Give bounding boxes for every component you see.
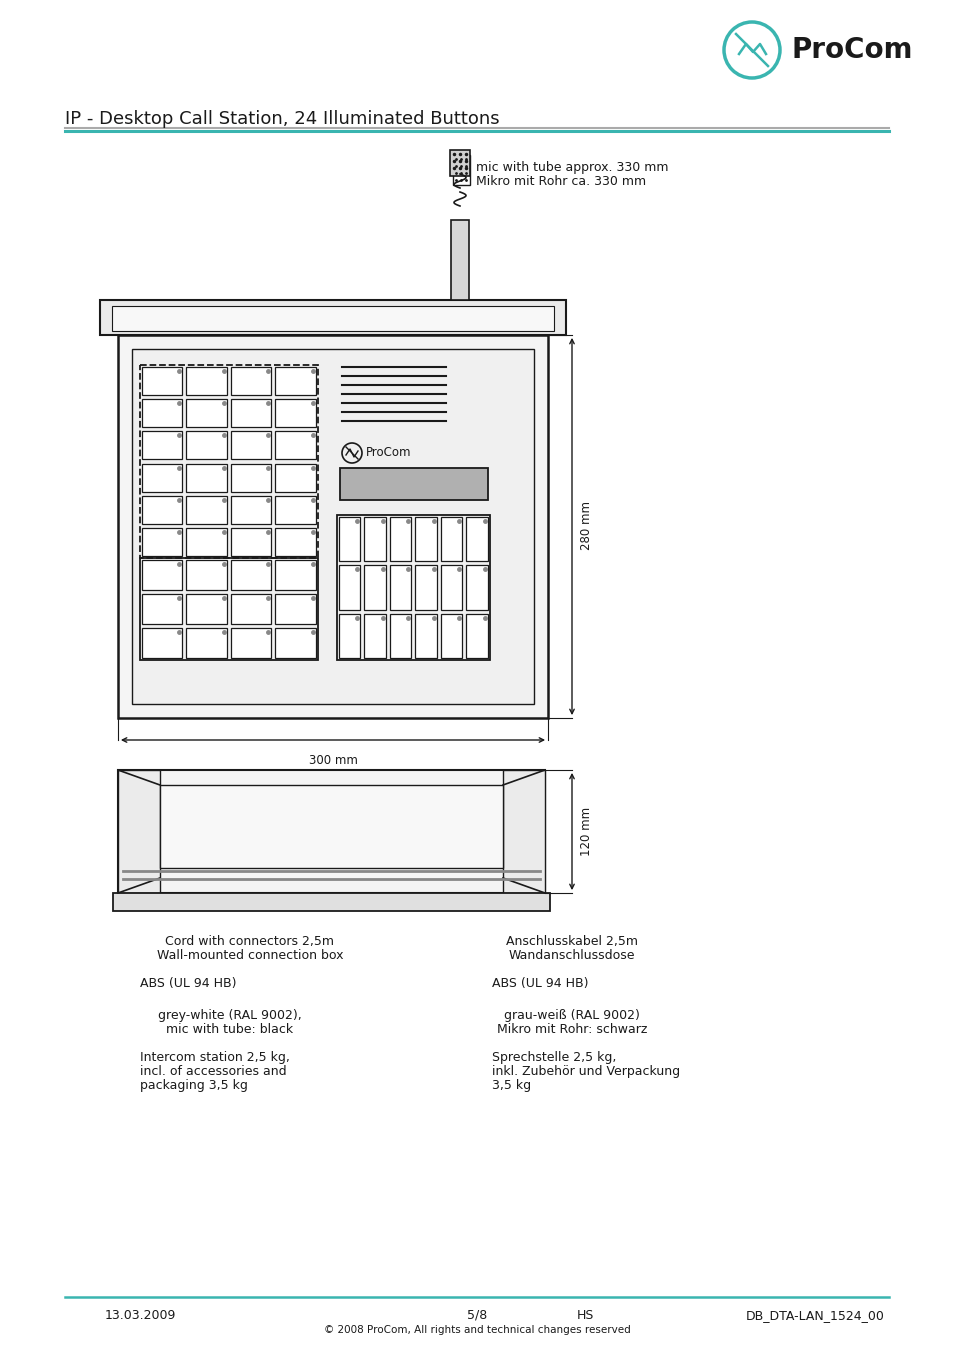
- Bar: [336, 515, 490, 661]
- Bar: [231, 463, 272, 492]
- Text: HS: HS: [576, 1309, 593, 1323]
- Bar: [231, 594, 272, 624]
- Bar: [142, 528, 182, 557]
- Bar: [416, 565, 436, 609]
- Bar: [275, 496, 315, 524]
- Bar: [275, 367, 315, 394]
- Bar: [142, 431, 182, 459]
- Bar: [450, 150, 470, 176]
- Text: ProCom: ProCom: [791, 36, 913, 63]
- Bar: [440, 565, 462, 609]
- Bar: [338, 565, 360, 609]
- Bar: [275, 399, 315, 427]
- Text: IP - Desktop Call Station, 24 Illuminated Buttons: IP - Desktop Call Station, 24 Illuminate…: [65, 109, 499, 128]
- Bar: [186, 463, 227, 492]
- Text: Cord with connectors 2,5m: Cord with connectors 2,5m: [165, 935, 335, 948]
- Bar: [339, 467, 488, 500]
- Text: Sprechstelle 2,5 kg,: Sprechstelle 2,5 kg,: [492, 1051, 616, 1065]
- Bar: [186, 431, 227, 459]
- Bar: [390, 613, 411, 658]
- Bar: [140, 365, 317, 558]
- Bar: [142, 561, 182, 590]
- Bar: [231, 367, 272, 394]
- Bar: [118, 770, 160, 893]
- Text: mic with tube: black: mic with tube: black: [166, 1023, 294, 1036]
- Bar: [231, 528, 272, 557]
- Bar: [231, 628, 272, 658]
- Bar: [453, 155, 470, 185]
- Bar: [186, 628, 227, 658]
- Bar: [466, 565, 488, 609]
- Text: ABS (UL 94 HB): ABS (UL 94 HB): [140, 977, 236, 990]
- Text: ABS (UL 94 HB): ABS (UL 94 HB): [492, 977, 588, 990]
- Bar: [440, 613, 462, 658]
- Bar: [390, 517, 411, 561]
- Bar: [440, 517, 462, 561]
- Bar: [142, 463, 182, 492]
- Bar: [118, 335, 547, 717]
- Bar: [364, 565, 386, 609]
- Bar: [186, 399, 227, 427]
- Text: Intercom station 2,5 kg,: Intercom station 2,5 kg,: [140, 1051, 290, 1065]
- Bar: [416, 517, 436, 561]
- Bar: [142, 594, 182, 624]
- Bar: [231, 561, 272, 590]
- Bar: [118, 770, 544, 893]
- Bar: [231, 496, 272, 524]
- Text: Wall-mounted connection box: Wall-mounted connection box: [156, 948, 343, 962]
- Bar: [112, 893, 550, 911]
- Text: packaging 3,5 kg: packaging 3,5 kg: [140, 1079, 248, 1092]
- Bar: [142, 496, 182, 524]
- Bar: [112, 305, 554, 331]
- Bar: [364, 613, 386, 658]
- Text: 120 mm: 120 mm: [579, 807, 593, 855]
- Bar: [186, 496, 227, 524]
- Text: grau-weiß (RAL 9002): grau-weiß (RAL 9002): [503, 1009, 639, 1021]
- Text: 13.03.2009: 13.03.2009: [105, 1309, 176, 1323]
- Text: Wandanschlussdose: Wandanschlussdose: [508, 948, 635, 962]
- Bar: [231, 431, 272, 459]
- Bar: [364, 517, 386, 561]
- Text: Mikro mit Rohr: schwarz: Mikro mit Rohr: schwarz: [497, 1023, 646, 1036]
- Bar: [275, 594, 315, 624]
- Bar: [160, 785, 502, 867]
- Bar: [466, 613, 488, 658]
- Bar: [186, 528, 227, 557]
- Bar: [142, 399, 182, 427]
- Text: inkl. Zubehör und Verpackung: inkl. Zubehör und Verpackung: [492, 1065, 679, 1078]
- Text: ProCom: ProCom: [366, 446, 411, 459]
- Text: 5/8: 5/8: [466, 1309, 487, 1323]
- Text: 280 mm: 280 mm: [579, 501, 593, 550]
- Bar: [132, 349, 534, 704]
- Text: Mikro mit Rohr ca. 330 mm: Mikro mit Rohr ca. 330 mm: [476, 176, 645, 188]
- Bar: [142, 367, 182, 394]
- Bar: [338, 613, 360, 658]
- Text: grey-white (RAL 9002),: grey-white (RAL 9002),: [158, 1009, 301, 1021]
- Bar: [466, 517, 488, 561]
- Bar: [275, 431, 315, 459]
- Bar: [186, 561, 227, 590]
- Bar: [275, 561, 315, 590]
- Bar: [100, 300, 565, 335]
- Text: DB_DTA-LAN_1524_00: DB_DTA-LAN_1524_00: [745, 1309, 884, 1323]
- Bar: [142, 628, 182, 658]
- Bar: [502, 770, 544, 893]
- Text: mic with tube approx. 330 mm: mic with tube approx. 330 mm: [476, 161, 668, 174]
- Bar: [186, 367, 227, 394]
- Bar: [275, 628, 315, 658]
- Text: 300 mm: 300 mm: [308, 754, 357, 767]
- Bar: [338, 517, 360, 561]
- Bar: [390, 565, 411, 609]
- Text: incl. of accessories and: incl. of accessories and: [140, 1065, 286, 1078]
- Bar: [451, 220, 469, 300]
- Text: Anschlusskabel 2,5m: Anschlusskabel 2,5m: [505, 935, 638, 948]
- Bar: [416, 613, 436, 658]
- Bar: [275, 528, 315, 557]
- Text: 3,5 kg: 3,5 kg: [492, 1079, 531, 1092]
- Bar: [140, 558, 317, 661]
- Text: © 2008 ProCom, All rights and technical changes reserved: © 2008 ProCom, All rights and technical …: [323, 1325, 630, 1335]
- Bar: [186, 594, 227, 624]
- Bar: [275, 463, 315, 492]
- Bar: [231, 399, 272, 427]
